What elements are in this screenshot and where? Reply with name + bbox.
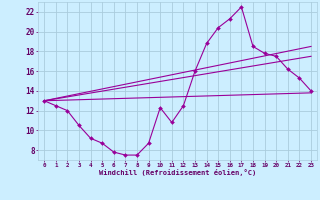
X-axis label: Windchill (Refroidissement éolien,°C): Windchill (Refroidissement éolien,°C) bbox=[99, 169, 256, 176]
